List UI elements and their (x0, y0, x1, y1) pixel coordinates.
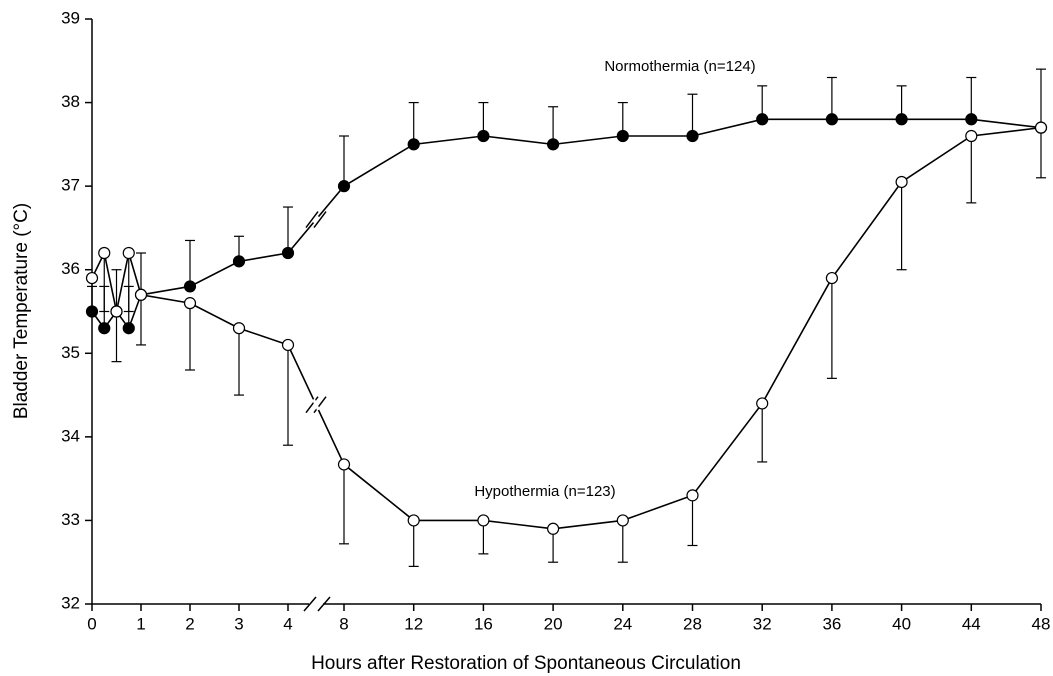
x-tick-label: 4 (283, 614, 292, 633)
data-point (756, 113, 769, 126)
y-tick-label: 34 (61, 426, 80, 445)
data-point (232, 255, 246, 268)
line-break-gap (312, 215, 320, 224)
data-point (281, 246, 295, 260)
data-point (756, 397, 769, 410)
y-axis-label: Bladder Temperature (°C) (11, 203, 32, 419)
axis-break (317, 596, 331, 612)
y-tick-label: 35 (61, 343, 80, 362)
data-point (110, 305, 123, 318)
data-point (85, 271, 99, 285)
data-point (477, 129, 490, 143)
data-point (98, 246, 111, 260)
data-point (337, 180, 351, 193)
x-tick-label: 44 (962, 614, 981, 633)
x-axis-label: Hours after Restoration of Spontaneous C… (311, 653, 741, 674)
data-point (686, 129, 699, 143)
data-point (281, 338, 295, 352)
x-tick-label: 0 (87, 614, 96, 633)
line-break (305, 396, 319, 414)
data-point (407, 138, 420, 151)
x-tick-label: 48 (1032, 614, 1051, 633)
data-point (1034, 121, 1048, 134)
x-tick-label: 16 (474, 614, 493, 633)
x-tick-label: 2 (185, 614, 194, 633)
data-point (183, 297, 197, 310)
x-tick-label: 8 (339, 614, 348, 633)
x-tick-label: 3 (234, 614, 243, 633)
data-point (232, 322, 246, 335)
x-tick-label: 36 (822, 614, 841, 633)
data-point (134, 288, 148, 301)
data-point (686, 489, 699, 502)
series-label: Normothermia (n=124) (604, 58, 755, 75)
data-point (965, 129, 978, 143)
data-point (895, 175, 908, 189)
line-break-gap (312, 398, 320, 411)
x-tick-label: 32 (753, 614, 772, 633)
y-tick-label: 36 (61, 259, 80, 278)
y-tick-label: 37 (61, 176, 80, 195)
data-point (477, 514, 490, 527)
series-line (91, 118, 1042, 330)
data-point (825, 271, 839, 285)
x-tick-label: 24 (613, 614, 632, 633)
data-point (616, 129, 629, 143)
data-point (546, 522, 560, 535)
x-tick-label: 12 (404, 614, 423, 633)
x-tick-label: 40 (892, 614, 911, 633)
data-point (122, 246, 135, 260)
data-point (407, 514, 420, 527)
data-point (546, 138, 560, 151)
data-point (183, 280, 197, 293)
y-tick-label: 39 (61, 8, 80, 27)
data-point (965, 113, 978, 126)
data-point (98, 322, 111, 335)
y-tick-label: 33 (61, 510, 80, 529)
data-point (825, 113, 839, 126)
data-point (337, 458, 351, 471)
line-break (313, 396, 327, 414)
data-point (122, 322, 135, 335)
line-break (313, 211, 327, 229)
x-tick-label: 28 (683, 614, 702, 633)
series-label: Hypothermia (n=123) (474, 483, 615, 500)
y-tick-label: 32 (61, 593, 80, 612)
y-tick-label: 38 (61, 92, 80, 111)
x-tick-label: 20 (544, 614, 563, 633)
data-point (895, 113, 908, 126)
x-tick-label: 1 (136, 614, 145, 633)
axis-break (303, 596, 317, 612)
line-break (305, 211, 319, 229)
data-point (616, 514, 629, 527)
